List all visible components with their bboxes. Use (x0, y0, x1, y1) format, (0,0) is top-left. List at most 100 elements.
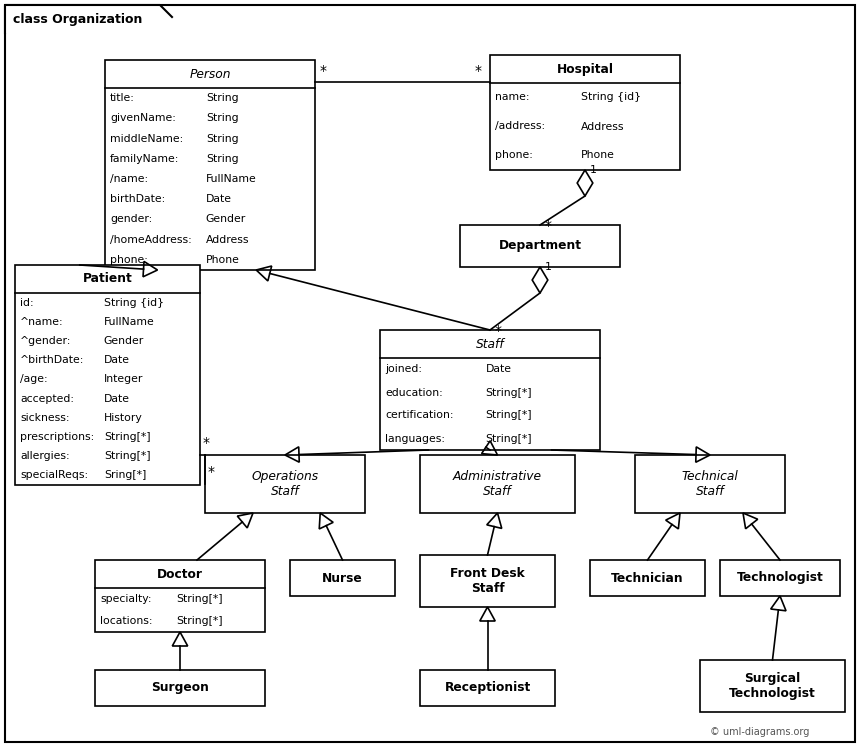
Text: certification:: certification: (385, 411, 453, 421)
Text: Staff: Staff (476, 338, 504, 350)
Text: String {id}: String {id} (581, 93, 642, 102)
Bar (95, 670, 265, 706)
Bar (95, 560, 265, 632)
Text: Gender: Gender (104, 336, 144, 346)
Text: /age:: /age: (20, 374, 47, 385)
Text: Address: Address (206, 235, 249, 245)
Text: String {id}: String {id} (104, 297, 163, 308)
Text: Surgical
Technologist: Surgical Technologist (729, 672, 816, 700)
Text: specialReqs:: specialReqs: (20, 471, 88, 480)
Text: *: * (208, 465, 215, 479)
Text: id:: id: (20, 297, 34, 308)
Text: Technician: Technician (611, 571, 684, 584)
Text: phone:: phone: (495, 150, 533, 161)
Text: familyName:: familyName: (110, 154, 180, 164)
Text: Front Desk
Staff: Front Desk Staff (450, 567, 525, 595)
Bar (380, 330, 600, 450)
Text: String: String (206, 154, 238, 164)
Text: sickness:: sickness: (20, 413, 70, 423)
Text: accepted:: accepted: (20, 394, 74, 403)
Text: title:: title: (110, 93, 135, 103)
Text: String[*]: String[*] (104, 432, 150, 442)
Text: prescriptions:: prescriptions: (20, 432, 95, 442)
Text: joined:: joined: (385, 365, 422, 374)
Text: Integer: Integer (104, 374, 143, 385)
Text: gender:: gender: (110, 214, 152, 224)
Text: /name:: /name: (110, 174, 148, 184)
Text: allergies:: allergies: (20, 451, 70, 461)
Text: String: String (206, 114, 238, 123)
Bar (205, 455, 365, 513)
Bar (720, 560, 840, 596)
Bar (590, 560, 705, 596)
Text: Phone: Phone (206, 255, 240, 265)
Text: Doctor: Doctor (157, 568, 203, 580)
Text: Hospital: Hospital (556, 63, 613, 75)
Text: ^gender:: ^gender: (20, 336, 71, 346)
Text: © uml-diagrams.org: © uml-diagrams.org (710, 727, 809, 737)
Bar (105, 60, 315, 270)
Text: Department: Department (499, 240, 581, 252)
Text: givenName:: givenName: (110, 114, 176, 123)
Text: 1: 1 (545, 262, 552, 272)
Text: Person: Person (189, 67, 230, 81)
Text: Administrative
Staff: Administrative Staff (453, 470, 542, 498)
Bar (635, 455, 785, 513)
Bar (420, 455, 575, 513)
Text: birthDate:: birthDate: (110, 194, 165, 204)
Text: class Organization: class Organization (13, 13, 143, 25)
Text: String[*]: String[*] (486, 433, 532, 444)
Text: Sring[*]: Sring[*] (104, 471, 146, 480)
Text: String[*]: String[*] (486, 411, 532, 421)
Text: History: History (104, 413, 143, 423)
Text: Date: Date (104, 356, 130, 365)
Text: phone:: phone: (110, 255, 148, 265)
Text: ^name:: ^name: (20, 317, 64, 326)
Bar (5, 5, 160, 33)
Bar (420, 670, 555, 706)
Text: String: String (206, 93, 238, 103)
Text: String[*]: String[*] (104, 451, 150, 461)
Text: Address: Address (581, 122, 624, 131)
Text: languages:: languages: (385, 433, 445, 444)
Bar (420, 555, 555, 607)
Text: Surgeon: Surgeon (151, 681, 209, 695)
Text: *: * (320, 64, 327, 78)
Text: String: String (206, 134, 238, 143)
Text: Date: Date (486, 365, 512, 374)
Text: Date: Date (206, 194, 232, 204)
Text: specialty:: specialty: (100, 594, 151, 604)
Bar (15, 265, 200, 485)
Text: Operations
Staff: Operations Staff (251, 470, 318, 498)
Text: /homeAddress:: /homeAddress: (110, 235, 192, 245)
Text: locations:: locations: (100, 616, 152, 626)
Text: *: * (475, 64, 482, 78)
Bar (460, 225, 620, 267)
Text: *: * (495, 324, 502, 338)
Text: Nurse: Nurse (322, 571, 363, 584)
Text: education:: education: (385, 388, 443, 397)
Text: ^birthDate:: ^birthDate: (20, 356, 84, 365)
Polygon shape (532, 267, 548, 293)
Bar (490, 55, 680, 170)
Bar (700, 660, 845, 712)
Text: FullName: FullName (104, 317, 155, 326)
Text: middleName:: middleName: (110, 134, 183, 143)
Text: Patient: Patient (83, 273, 132, 285)
Text: Date: Date (104, 394, 130, 403)
Text: 1: 1 (590, 165, 597, 175)
Text: String[*]: String[*] (176, 616, 224, 626)
Text: FullName: FullName (206, 174, 256, 184)
Text: name:: name: (495, 93, 530, 102)
Text: Gender: Gender (206, 214, 246, 224)
Polygon shape (577, 170, 593, 196)
Text: String[*]: String[*] (176, 594, 224, 604)
Text: Technologist: Technologist (737, 571, 823, 584)
Text: String[*]: String[*] (486, 388, 532, 397)
Text: *: * (545, 219, 552, 233)
Text: Technical
Staff: Technical Staff (682, 470, 739, 498)
Bar (290, 560, 395, 596)
Text: Phone: Phone (581, 150, 615, 161)
Text: *: * (203, 436, 210, 450)
Text: /address:: /address: (495, 122, 545, 131)
